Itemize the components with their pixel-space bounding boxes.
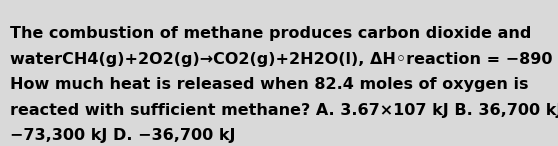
Text: The combustion of methane produces carbon dioxide and: The combustion of methane produces carbo… [10, 26, 531, 41]
Text: waterCH4(g)+2O2(g)→CO2(g)+2H2O(l), ΔH◦reaction = −890 kJ: waterCH4(g)+2O2(g)→CO2(g)+2H2O(l), ΔH◦re… [10, 52, 558, 67]
Text: −73,300 kJ D. −36,700 kJ: −73,300 kJ D. −36,700 kJ [10, 128, 235, 144]
Text: How much heat is released when 82.4 moles of oxygen is: How much heat is released when 82.4 mole… [10, 77, 528, 92]
Text: reacted with sufficient methane? A. 3.67×107 kJ B. 36,700 kJ C.: reacted with sufficient methane? A. 3.67… [10, 103, 558, 118]
